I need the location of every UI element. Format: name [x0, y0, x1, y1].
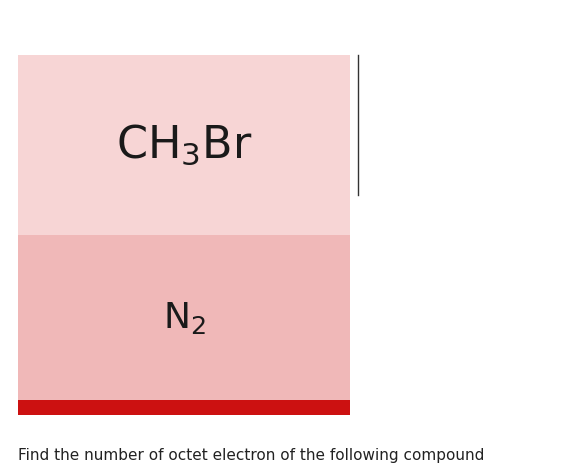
Bar [18, 235, 350, 400]
Text: N$_2$: N$_2$ [162, 300, 206, 336]
Bar [18, 55, 350, 235]
Text: CH$_3$Br: CH$_3$Br [116, 123, 252, 167]
Text: Find the number of octet electron of the following compound: Find the number of octet electron of the… [18, 448, 485, 463]
Bar [18, 400, 350, 415]
